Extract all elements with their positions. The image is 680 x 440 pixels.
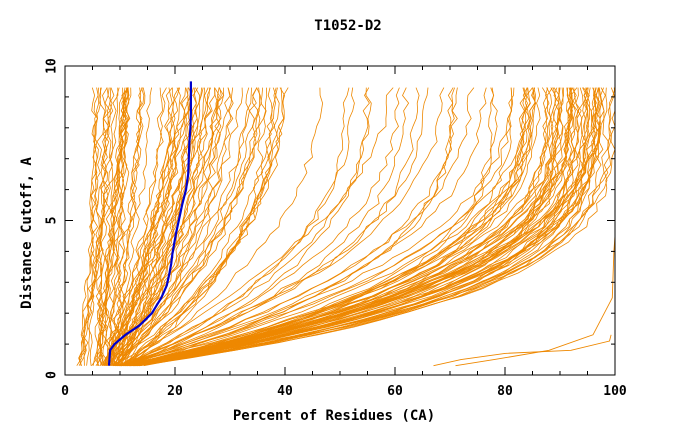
model-curve-49 [110, 87, 130, 366]
model-curve-32 [102, 87, 146, 366]
model-curve-111 [137, 87, 527, 367]
model-curve-150 [133, 87, 597, 367]
y-tick-label: 0 [45, 371, 60, 379]
model-curve-109 [121, 87, 514, 367]
model-curve-94 [131, 87, 536, 367]
model-curve-27 [103, 87, 204, 366]
model-curve-82 [119, 87, 429, 367]
model-curve-140 [123, 87, 564, 367]
model-curve-83 [115, 87, 372, 367]
model-curve-136 [113, 87, 573, 367]
model-curve-19 [78, 87, 120, 366]
model-curve-159 [118, 87, 584, 367]
y-axis-label: Distance Cutoff, A [19, 157, 35, 309]
model-curve-79 [127, 87, 370, 367]
highlight-series [107, 81, 192, 366]
model-curve-151 [123, 87, 553, 367]
x-tick-label: 80 [497, 384, 513, 399]
chart-title: T1052-D2 [314, 18, 381, 34]
model-curve-154 [136, 87, 615, 367]
model-curve-112 [116, 87, 537, 367]
model-curve-6 [81, 87, 99, 366]
model-curve-13 [79, 87, 119, 366]
model-curve-38 [117, 87, 197, 366]
model-curve-43 [106, 87, 167, 366]
x-axis-ticks: 0 20 40 60 80 100 [61, 66, 627, 399]
model-curve-21 [115, 87, 180, 366]
model-curve-9 [93, 87, 104, 366]
model-curve-105 [127, 87, 528, 367]
y-axis-ticks: 0 5 10 [45, 58, 615, 379]
model-curve-90 [119, 87, 560, 367]
model-curve-157 [134, 87, 601, 367]
model-curve-11 [78, 87, 102, 366]
model-curve-155 [128, 87, 573, 367]
model-curve-36 [106, 87, 205, 366]
model-curve-108 [121, 87, 455, 367]
model-curve-80 [121, 87, 289, 367]
model-curve-88 [121, 87, 420, 367]
x-tick-label: 60 [387, 384, 403, 399]
model-curve-145 [128, 87, 565, 367]
model-curve-87 [122, 87, 400, 367]
x-tick-label: 0 [61, 384, 69, 399]
model-curve-71 [120, 87, 212, 366]
model-curve-52 [117, 87, 262, 366]
model-curve-110 [120, 87, 458, 367]
model-curve-7 [87, 87, 99, 366]
model-curve-76 [125, 87, 286, 367]
model-curve-114 [124, 87, 537, 367]
model-curve-158 [128, 87, 556, 367]
model-curve-115 [124, 87, 578, 367]
model-curve-81 [123, 87, 267, 367]
model-curves [76, 87, 616, 367]
model-curve-69 [113, 87, 225, 366]
model-curve-78 [120, 87, 410, 367]
model-curve-73 [120, 87, 445, 367]
highlight-curve [107, 81, 192, 366]
model-curve-51 [106, 87, 201, 366]
model-curve-146 [137, 87, 574, 367]
model-curve-46 [109, 87, 152, 366]
model-curve-48 [113, 87, 216, 366]
x-tick-label: 100 [603, 384, 627, 399]
model-curve-152 [123, 87, 606, 367]
model-curve-42 [113, 87, 173, 366]
x-axis-label: Percent of Residues (CA) [233, 408, 435, 424]
y-tick-label: 5 [45, 217, 60, 225]
model-curve-39 [107, 87, 181, 366]
model-curve-47 [112, 87, 132, 366]
model-curve-86 [111, 87, 394, 367]
model-curve-67 [105, 87, 243, 367]
model-curve-68 [113, 87, 261, 366]
model-curve-62 [116, 87, 234, 367]
model-curve-16 [102, 87, 115, 366]
model-curve-56 [115, 87, 234, 366]
y-tick-label: 10 [45, 58, 60, 74]
x-tick-label: 40 [277, 384, 293, 399]
model-curve-25 [110, 87, 143, 366]
model-curve-23 [104, 87, 144, 366]
model-curve-156 [119, 87, 589, 367]
model-curve-66 [119, 87, 179, 366]
model-curve-18 [92, 87, 112, 366]
model-curve-64 [105, 87, 250, 366]
model-curve-121 [127, 87, 573, 367]
model-curve-102 [120, 87, 487, 367]
model-curve-103 [120, 87, 533, 367]
model-curve-89 [126, 87, 285, 367]
model-curve-85 [121, 87, 324, 367]
model-curve-84 [127, 87, 355, 367]
model-curve-59 [122, 87, 258, 366]
x-tick-label: 20 [167, 384, 183, 399]
